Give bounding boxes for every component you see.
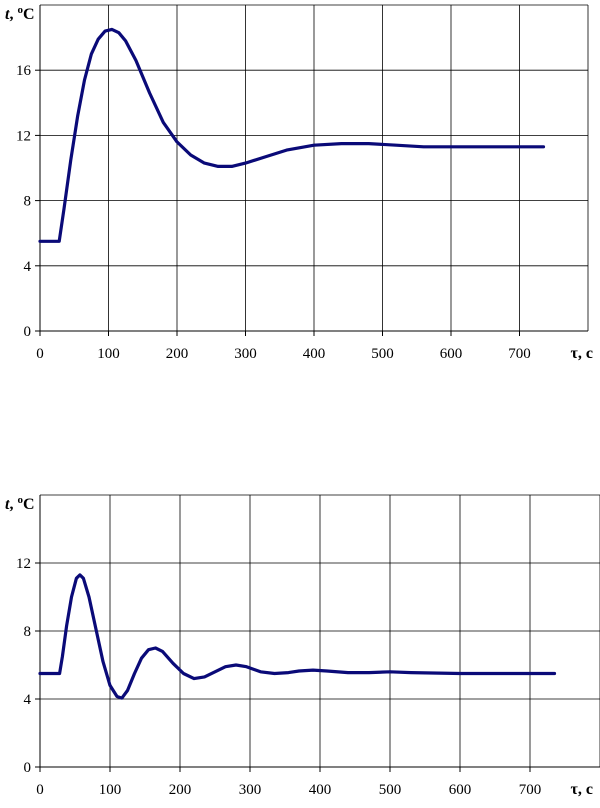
x-tick-label: 500 xyxy=(379,782,402,798)
x-tick-label: 400 xyxy=(309,782,332,798)
temperature-chart-bottom: 0 100 200 300 400 500 600 700 0 4 8 12 t, oC τ, c xyxy=(5,494,600,798)
y-tick-label: 4 xyxy=(24,692,32,708)
x-tick-label: 100 xyxy=(97,346,120,362)
x-tick-label: 600 xyxy=(440,346,463,362)
temperature-series-line xyxy=(38,27,546,243)
x-tick-label: 300 xyxy=(234,346,257,362)
y-tick-label: 12 xyxy=(16,556,31,572)
x-tick-label: 200 xyxy=(169,782,192,798)
x-tick-label: 0 xyxy=(36,346,44,362)
x-tick-label: 700 xyxy=(519,782,542,798)
y-tick-label: 16 xyxy=(16,63,32,79)
x-tick-label: 200 xyxy=(166,346,189,362)
y-axis-title: t, oC xyxy=(5,494,35,513)
x-tick-label: 600 xyxy=(449,782,472,798)
y-tick-label: 12 xyxy=(16,128,31,144)
y-tick-label: 4 xyxy=(24,259,32,275)
x-tick-label: 400 xyxy=(303,346,326,362)
temperature-series-line xyxy=(38,573,557,700)
x-axis-title: τ, c xyxy=(571,781,593,798)
x-axis-title: τ, c xyxy=(571,345,593,362)
x-tick-label: 0 xyxy=(36,782,44,798)
x-tick-label: 500 xyxy=(371,346,394,362)
y-axis-title: t, oC xyxy=(5,4,35,23)
temperature-chart-top: 0 100 200 300 400 500 600 700 0 4 8 12 16 t, oC τ, c xyxy=(5,4,593,362)
x-tick-label: 300 xyxy=(239,782,262,798)
y-tick-label: 8 xyxy=(24,194,32,210)
x-tick-label: 100 xyxy=(99,782,122,798)
y-tick-label: 0 xyxy=(24,760,32,776)
y-tick-label: 0 xyxy=(24,324,32,340)
y-tick-label: 8 xyxy=(24,624,32,640)
x-tick-label: 700 xyxy=(508,346,531,362)
